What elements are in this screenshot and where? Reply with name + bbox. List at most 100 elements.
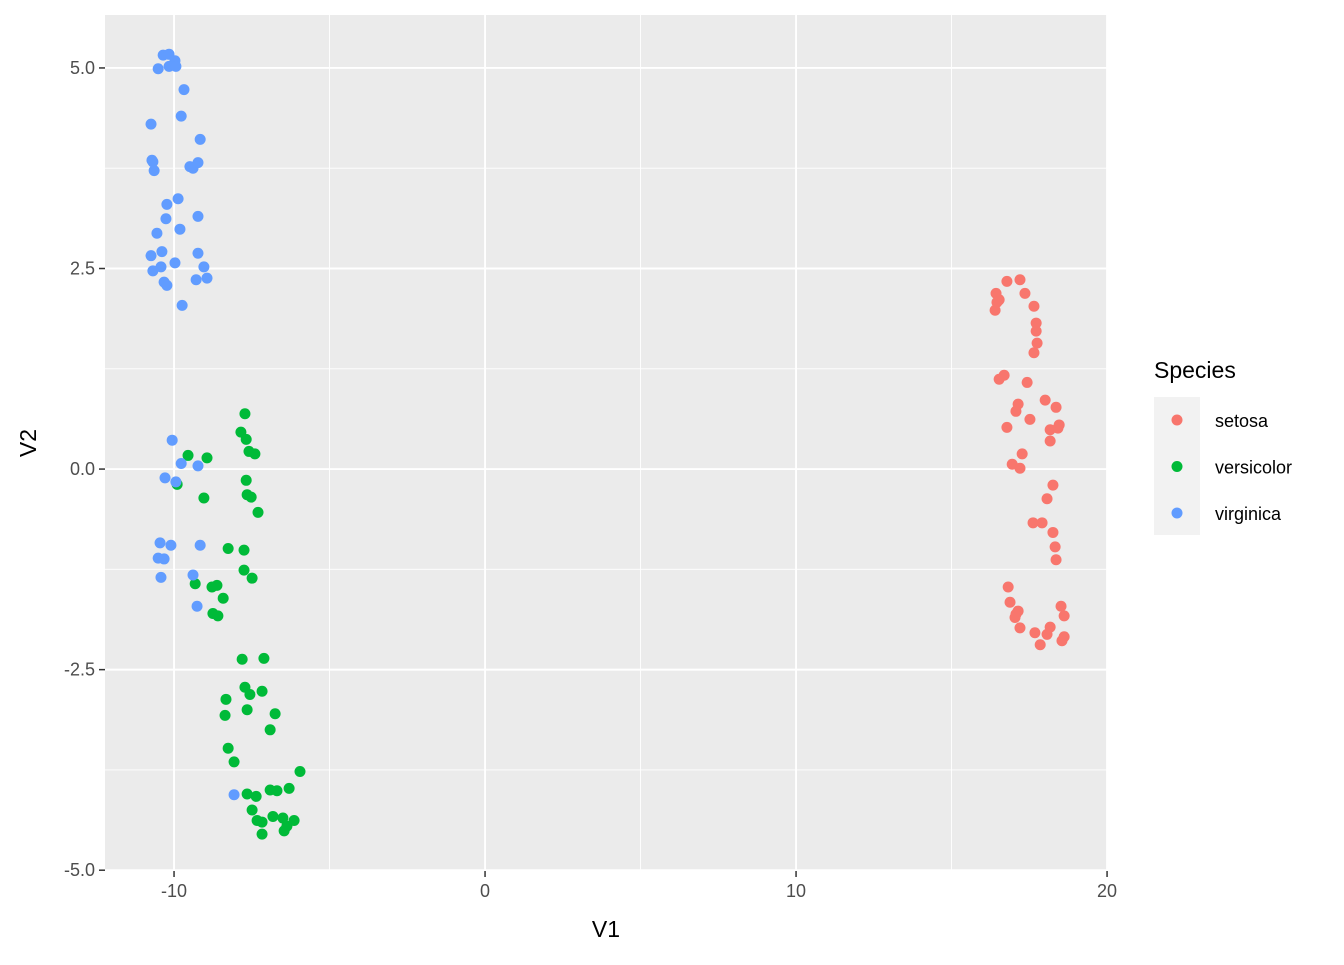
legend-title: Species	[1154, 357, 1236, 383]
y-tick-label: 2.5	[70, 259, 95, 279]
point-versicolor	[228, 756, 240, 768]
point-virginica	[187, 569, 199, 581]
point-versicolor	[206, 581, 218, 593]
point-setosa	[1010, 608, 1022, 620]
point-setosa	[1050, 554, 1062, 566]
point-setosa	[989, 304, 1001, 316]
point-setosa	[993, 373, 1005, 385]
y-tick-label: -5.0	[64, 860, 95, 880]
legend: Species setosa versicolor virginica	[1154, 357, 1292, 535]
point-virginica	[175, 457, 187, 469]
point-virginica	[161, 198, 173, 210]
point-setosa	[1047, 526, 1059, 538]
point-versicolor	[236, 653, 248, 665]
point-setosa	[1056, 635, 1068, 647]
point-setosa	[1031, 337, 1043, 349]
y-tick-label: 0.0	[70, 459, 95, 479]
point-virginica	[151, 227, 163, 239]
point-versicolor	[258, 652, 270, 664]
point-virginica	[161, 279, 173, 291]
point-virginica	[192, 460, 204, 472]
point-virginica	[192, 210, 204, 222]
legend-key-virginica	[1171, 507, 1183, 519]
point-setosa	[1036, 517, 1048, 529]
point-versicolor	[249, 448, 261, 460]
point-setosa	[1027, 517, 1039, 529]
point-versicolor	[241, 788, 253, 800]
point-versicolor	[240, 474, 252, 486]
y-tick-label: 5.0	[70, 58, 95, 78]
point-versicolor	[238, 544, 250, 556]
point-virginica	[156, 246, 168, 258]
x-tick-label: 10	[786, 881, 806, 901]
legend-label-versicolor: versicolor	[1215, 458, 1292, 478]
point-versicolor	[240, 433, 252, 445]
point-versicolor	[264, 724, 276, 736]
point-setosa	[1029, 627, 1041, 639]
minor-gridlines	[105, 15, 1108, 871]
legend-key-versicolor	[1171, 461, 1183, 472]
point-setosa	[1058, 610, 1070, 622]
point-virginica	[174, 223, 186, 235]
point-versicolor	[217, 592, 229, 604]
point-virginica	[165, 539, 177, 551]
point-setosa	[1016, 448, 1028, 460]
point-versicolor	[212, 610, 224, 622]
point-virginica	[154, 537, 166, 549]
point-setosa	[1028, 347, 1040, 359]
point-versicolor	[220, 693, 232, 705]
point-setosa	[1028, 300, 1040, 312]
point-versicolor	[278, 825, 290, 837]
point-versicolor	[252, 506, 264, 518]
point-virginica	[155, 571, 167, 583]
legend-label-virginica: virginica	[1215, 504, 1282, 524]
x-axis: -10 0 10 20	[161, 871, 1117, 901]
panel-background	[105, 15, 1108, 871]
point-versicolor	[238, 564, 250, 576]
point-versicolor	[246, 572, 258, 584]
point-versicolor	[246, 804, 258, 816]
point-virginica	[148, 165, 160, 177]
point-virginica	[228, 789, 240, 801]
point-versicolor	[189, 578, 201, 590]
point-virginica	[169, 257, 181, 269]
point-virginica	[170, 476, 182, 488]
point-versicolor	[256, 828, 268, 840]
point-setosa	[1001, 421, 1013, 433]
point-virginica	[190, 274, 202, 286]
point-setosa	[1041, 628, 1053, 640]
point-setosa	[1002, 581, 1014, 593]
point-virginica	[176, 299, 188, 311]
point-setosa	[1049, 541, 1061, 553]
point-virginica	[201, 272, 213, 284]
point-versicolor	[244, 689, 256, 701]
point-setosa	[1041, 493, 1053, 505]
point-versicolor	[239, 408, 251, 420]
point-virginica	[191, 600, 203, 612]
point-versicolor	[198, 492, 210, 504]
point-virginica	[160, 213, 172, 225]
point-virginica	[192, 157, 204, 169]
point-setosa	[1030, 325, 1042, 337]
point-virginica	[166, 434, 178, 446]
point-versicolor	[269, 708, 281, 720]
y-axis-label: V2	[15, 429, 41, 457]
point-virginica	[192, 247, 204, 259]
point-virginica	[170, 60, 182, 72]
point-versicolor	[250, 790, 262, 802]
x-tick-label: 20	[1097, 881, 1117, 901]
point-virginica	[145, 118, 157, 130]
legend-key-setosa	[1171, 414, 1183, 426]
point-versicolor	[222, 542, 234, 554]
point-versicolor	[219, 709, 231, 721]
point-setosa	[1019, 287, 1031, 299]
point-virginica	[178, 84, 190, 96]
point-virginica	[145, 250, 157, 262]
point-setosa	[1021, 376, 1033, 388]
point-versicolor	[283, 782, 295, 794]
point-setosa	[1001, 275, 1013, 287]
x-tick-label: -10	[161, 881, 187, 901]
point-virginica	[194, 133, 206, 145]
y-tick-label: -2.5	[64, 660, 95, 680]
